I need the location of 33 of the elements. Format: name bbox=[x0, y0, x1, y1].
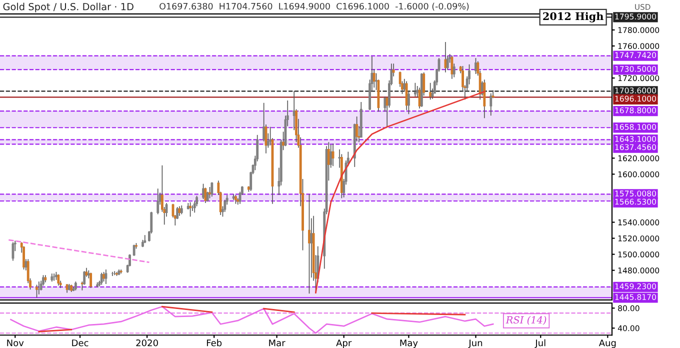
chart-subtitle: O1697.6380 H1704.7560 L1694.9000 C1696.1000 -1.6000 (-0.09%) bbox=[160, 2, 469, 11]
x-tick-label: May bbox=[400, 340, 418, 348]
candlestick bbox=[36, 284, 38, 298]
candlestick bbox=[224, 199, 226, 212]
chart-title: Gold Spot / U.S. Dollar · 1D bbox=[3, 2, 134, 12]
candlestick bbox=[405, 80, 408, 110]
candlestick bbox=[189, 202, 192, 218]
candlestick bbox=[414, 82, 416, 97]
candlestick bbox=[57, 274, 60, 286]
x-tick-label: 2020 bbox=[136, 339, 158, 346]
x-tick-label: Dec bbox=[72, 340, 88, 346]
candlestick bbox=[210, 182, 214, 198]
candlestick bbox=[490, 92, 492, 116]
candlestick bbox=[429, 82, 432, 100]
candlestick bbox=[90, 272, 92, 288]
x-tick-label: Nov bbox=[7, 340, 24, 346]
x-tick-label: Feb bbox=[206, 339, 222, 346]
line-series bbox=[10, 306, 494, 334]
annotation: 2012 High bbox=[543, 12, 604, 22]
x-tick-label: Apr bbox=[336, 340, 352, 348]
candlestick bbox=[206, 191, 209, 202]
x-tick-label: Jul bbox=[534, 339, 546, 348]
annotation: RSI (14) bbox=[506, 316, 546, 325]
candlestick bbox=[156, 188, 160, 215]
x-tick-label: Mar bbox=[269, 340, 286, 346]
candlestick bbox=[100, 272, 103, 286]
candlestick bbox=[102, 272, 106, 282]
x-tick-label: Jun bbox=[468, 340, 482, 348]
x-tick-label: Aug bbox=[598, 340, 616, 348]
candlestick bbox=[204, 187, 207, 204]
candlestick bbox=[132, 244, 136, 256]
candlestick bbox=[483, 79, 486, 119]
candlestick bbox=[22, 246, 26, 270]
